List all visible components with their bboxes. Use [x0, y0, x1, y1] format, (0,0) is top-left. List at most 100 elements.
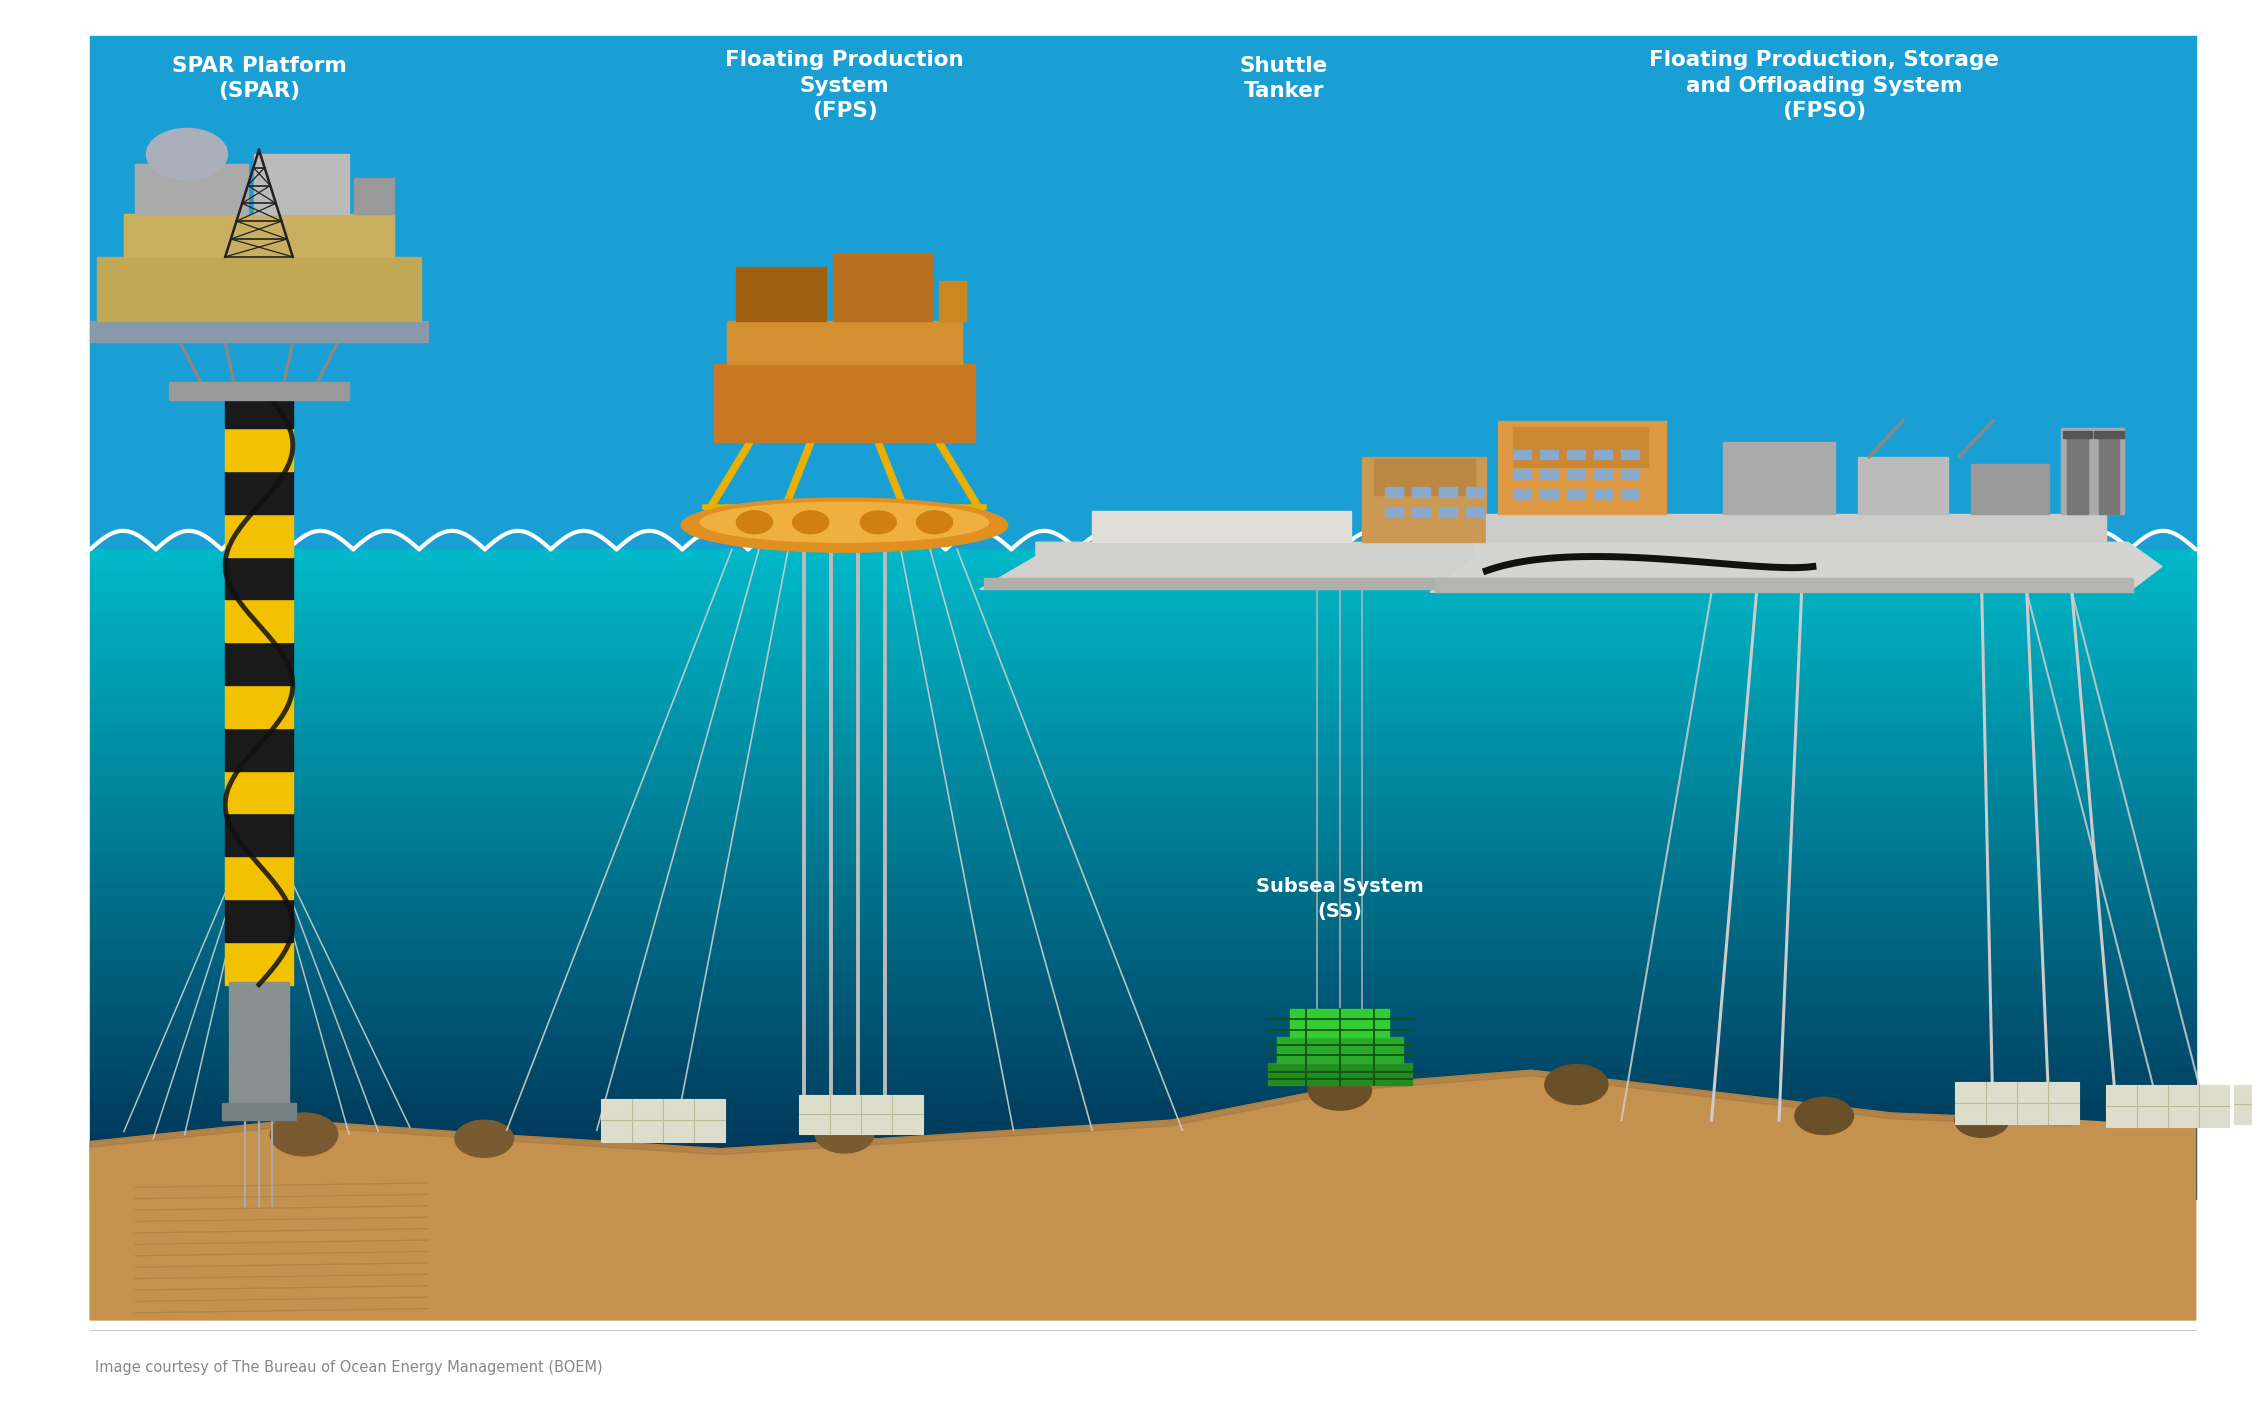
- Circle shape: [1308, 1070, 1371, 1110]
- Text: Subsea System
(SS): Subsea System (SS): [1257, 878, 1423, 920]
- Bar: [90, 939, 2196, 950]
- Bar: [90, 1177, 2196, 1187]
- Bar: [225, 813, 293, 856]
- Bar: [90, 679, 2196, 691]
- Bar: [90, 625, 2196, 636]
- Bar: [1374, 459, 1475, 495]
- Bar: [1567, 469, 1585, 479]
- Bar: [2234, 1085, 2252, 1124]
- Bar: [1540, 489, 1558, 499]
- Circle shape: [793, 511, 829, 534]
- Bar: [90, 571, 2196, 582]
- Bar: [1439, 507, 1457, 517]
- Bar: [90, 831, 2196, 842]
- Bar: [1955, 1082, 2079, 1124]
- Bar: [1290, 1009, 1389, 1037]
- Bar: [1513, 469, 1531, 479]
- Bar: [90, 776, 2196, 788]
- Polygon shape: [90, 1070, 2072, 1154]
- Bar: [2067, 435, 2088, 514]
- Bar: [1385, 507, 1403, 517]
- Bar: [1540, 469, 1558, 479]
- Bar: [90, 745, 2196, 755]
- Bar: [2094, 431, 2124, 438]
- Bar: [90, 733, 2196, 745]
- Bar: [90, 592, 2196, 604]
- Bar: [90, 636, 2196, 646]
- Circle shape: [1795, 1097, 1853, 1134]
- Bar: [225, 385, 293, 428]
- Bar: [90, 928, 2196, 939]
- Bar: [1621, 469, 1639, 479]
- Polygon shape: [980, 542, 1538, 589]
- Bar: [225, 599, 293, 642]
- Bar: [90, 885, 2196, 896]
- Bar: [90, 604, 2196, 614]
- Bar: [221, 1103, 297, 1120]
- Bar: [225, 557, 293, 599]
- Bar: [90, 755, 2196, 766]
- Bar: [254, 154, 349, 214]
- Bar: [1594, 489, 1612, 499]
- Bar: [1412, 487, 1430, 497]
- Bar: [984, 578, 1525, 589]
- Bar: [90, 1005, 2196, 1015]
- Bar: [90, 1026, 2196, 1036]
- Bar: [1594, 469, 1612, 479]
- Bar: [90, 658, 2196, 668]
- Bar: [90, 668, 2196, 679]
- Bar: [90, 1090, 2196, 1102]
- Bar: [90, 549, 2196, 561]
- Text: Shuttle
Tanker: Shuttle Tanker: [1239, 56, 1329, 101]
- Bar: [90, 36, 2196, 549]
- Circle shape: [146, 128, 227, 180]
- Bar: [1439, 487, 1457, 497]
- Bar: [601, 1099, 725, 1142]
- Bar: [90, 1187, 2196, 1199]
- Bar: [90, 950, 2196, 960]
- Bar: [225, 514, 293, 557]
- Bar: [225, 685, 293, 728]
- Bar: [90, 1102, 2196, 1112]
- Bar: [1594, 450, 1612, 459]
- Circle shape: [270, 1113, 338, 1156]
- Bar: [2099, 435, 2119, 514]
- Bar: [1621, 450, 1639, 459]
- Bar: [90, 1156, 2196, 1166]
- Bar: [1970, 464, 2049, 514]
- Circle shape: [455, 1120, 513, 1157]
- Bar: [225, 942, 293, 985]
- Bar: [225, 856, 293, 899]
- Bar: [225, 642, 293, 685]
- Bar: [714, 364, 975, 442]
- Bar: [1412, 507, 1430, 517]
- Bar: [90, 1112, 2196, 1123]
- Bar: [1513, 427, 1648, 467]
- Bar: [97, 257, 421, 321]
- Bar: [90, 1036, 2196, 1047]
- Circle shape: [1955, 1103, 2009, 1137]
- Bar: [2106, 1085, 2229, 1127]
- Bar: [90, 863, 2196, 873]
- Bar: [1540, 450, 1558, 459]
- Bar: [225, 428, 293, 471]
- Bar: [90, 821, 2196, 831]
- Bar: [1385, 487, 1403, 497]
- Bar: [90, 1080, 2196, 1090]
- Text: Floating Production
System
(FPS): Floating Production System (FPS): [725, 50, 964, 121]
- Bar: [90, 1047, 2196, 1057]
- Bar: [1466, 487, 1484, 497]
- Bar: [90, 691, 2196, 701]
- Bar: [90, 972, 2196, 982]
- Bar: [90, 1133, 2196, 1144]
- Bar: [736, 267, 826, 321]
- Bar: [90, 1069, 2196, 1080]
- Bar: [799, 1095, 923, 1134]
- Bar: [90, 842, 2196, 852]
- Text: SPAR Platform
(SPAR): SPAR Platform (SPAR): [171, 56, 347, 101]
- Bar: [1621, 489, 1639, 499]
- Bar: [90, 788, 2196, 798]
- Bar: [1092, 511, 1351, 542]
- Bar: [90, 712, 2196, 722]
- Bar: [225, 899, 293, 942]
